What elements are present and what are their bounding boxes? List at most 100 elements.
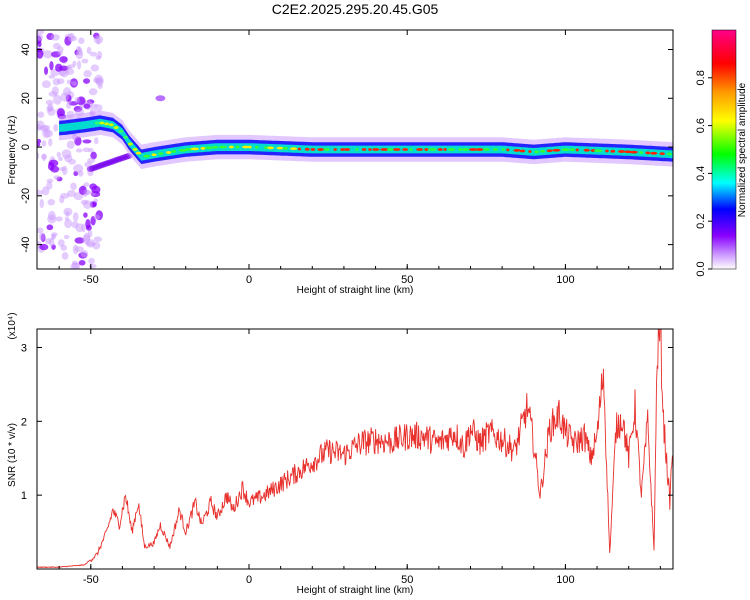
spectrogram-noise-blob [85, 219, 91, 229]
snr-x-ticks: -50 0 50 100 [58, 329, 661, 586]
spectrogram-hotspot [583, 148, 590, 152]
spectrogram-hotspot [165, 151, 172, 154]
spectrogram-image [37, 30, 673, 269]
spectrogram-noise-blob [90, 151, 97, 160]
spectrogram-noise-blob [47, 210, 56, 221]
spectrogram-hotspot [475, 148, 484, 151]
spectrogram-hotspot [340, 148, 346, 151]
snr-x-tick-label: -50 [83, 574, 99, 586]
spectrogram-noise-blob [56, 78, 65, 85]
spectrogram-hotspot [190, 147, 200, 151]
colorbar-label: Normalized spectral amplitude [737, 82, 748, 217]
spectrogram-hotspot [666, 152, 673, 156]
spectrogram-hotspot [323, 148, 330, 151]
spectrogram-noise-blob [46, 181, 53, 190]
spectrogram-hotspot [123, 135, 129, 139]
spectrogram-noise-blob [95, 55, 101, 60]
spectrogram-hotspot [317, 148, 325, 151]
spectrogram-panel: -50 0 50 100 -40 -20 0 20 40 Height of straight… [7, 29, 674, 296]
spectrogram-noise-blob [97, 84, 103, 89]
spectrogram-hotspot [482, 148, 490, 151]
spectrogram-noise-blob [62, 165, 68, 176]
spectrogram-noise-blob [72, 212, 79, 222]
spectrogram-noise-blob [41, 80, 51, 89]
spectrogram-hotspot [617, 150, 626, 153]
colorbar-tick-label: 0.2 [695, 214, 707, 229]
spectrogram-noise-blob [87, 157, 96, 164]
spectrogram-noise-blob [55, 216, 63, 222]
spectrogram-x-tick-label: 0 [246, 274, 252, 286]
spectrogram-hotspot [143, 154, 151, 158]
spectrogram-hotspot [254, 145, 259, 149]
spectrogram-hotspot [409, 148, 413, 151]
spectrogram-noise-blob [39, 232, 45, 241]
spectrogram-noise-blob [72, 60, 77, 67]
spectrogram-noise-blob [70, 262, 80, 269]
spectrogram-hotspot [659, 152, 665, 156]
spectrogram-noise-blob [42, 128, 51, 139]
spectrogram-hotspot [380, 148, 389, 151]
spectrogram-noise-blob [93, 236, 103, 243]
spectrogram-noise-blob [82, 139, 92, 144]
colorbar-ticks: 0.0 0.2 0.4 0.6 0.8 [695, 70, 712, 277]
spectrogram-hotspot [264, 146, 268, 150]
spectrogram-hotspot [519, 149, 526, 153]
spectrogram-noise-blob [50, 34, 60, 41]
spectrogram-noise-blob [90, 64, 99, 72]
spectrogram-noise-blob [86, 46, 92, 55]
spectrogram-noise-blob [39, 243, 49, 251]
spectrogram-noise-blob [88, 88, 98, 96]
spectrogram-noise-blob [79, 104, 84, 110]
spectrogram-y-ticks: -40 -20 0 20 40 [20, 43, 673, 253]
spectrogram-hotspot [610, 149, 616, 153]
spectrogram-noise-blob [93, 198, 99, 203]
spectrogram-noise-blob [59, 56, 68, 63]
spectrogram-noise-blob [39, 198, 44, 209]
spectrogram-noise-blob [61, 149, 72, 159]
spectrogram-hotspot [235, 145, 240, 149]
spectrogram-hotspot [387, 148, 394, 151]
spectrogram-hotspot [428, 148, 437, 151]
spectrogram-hotspot [575, 148, 579, 152]
spectrogram-hotspot [650, 151, 658, 155]
spectrogram-noise-blob [91, 185, 101, 194]
spectrogram-hotspot [228, 145, 234, 149]
spectrogram-y-tick-label: 0 [20, 144, 32, 150]
spectrogram-hotspot [104, 122, 110, 126]
spectrogram-noise-blob [78, 260, 86, 266]
spectrogram-noise-blob [41, 153, 47, 162]
spectrogram-hotspot [368, 148, 372, 151]
spectrogram-hotspot [461, 148, 470, 151]
spectrogram-noise-blob [70, 182, 77, 191]
spectrogram-noise-blob [53, 94, 62, 105]
spectrogram-noise-blob [50, 232, 58, 237]
spectrogram-hotspot [344, 148, 351, 151]
spectrogram-noise-blob [74, 97, 80, 104]
spectrogram-hotspot [200, 146, 206, 150]
spectrogram-x-label: Height of straight line (km) [297, 285, 414, 296]
snr-y-tick-label: 2 [21, 416, 27, 428]
spectrogram-noise-blob [75, 49, 84, 60]
colorbar-tick-label: 0.8 [695, 70, 707, 85]
snr-series-line [37, 329, 673, 569]
spectrogram-noise-blob [80, 199, 89, 205]
spectrogram-hotspot [297, 147, 302, 151]
spectrogram-noise-blob [74, 237, 85, 244]
spectrogram-noise-blob [93, 137, 99, 145]
spectrogram-noise-blob [53, 175, 61, 180]
spectrogram-hotspot [528, 150, 532, 153]
spectrogram-hotspot [513, 149, 521, 152]
spectrogram-noise-blob [37, 142, 41, 147]
spectrogram-noise-blob [81, 58, 89, 64]
spectrogram-noise-blob [71, 81, 78, 86]
spectrogram-noise-blob [70, 35, 78, 42]
spectrogram-isolated-blob [155, 95, 166, 102]
spectrogram-hotspot [218, 145, 228, 149]
spectrogram-noise-blob [60, 92, 69, 102]
spectrogram-hotspot [304, 147, 310, 151]
spectrogram-noise-blob [55, 63, 63, 72]
spectrogram-hotspot [355, 148, 359, 151]
spectrogram-noise-blob [49, 60, 54, 71]
spectrogram-noise-blob [77, 60, 82, 70]
